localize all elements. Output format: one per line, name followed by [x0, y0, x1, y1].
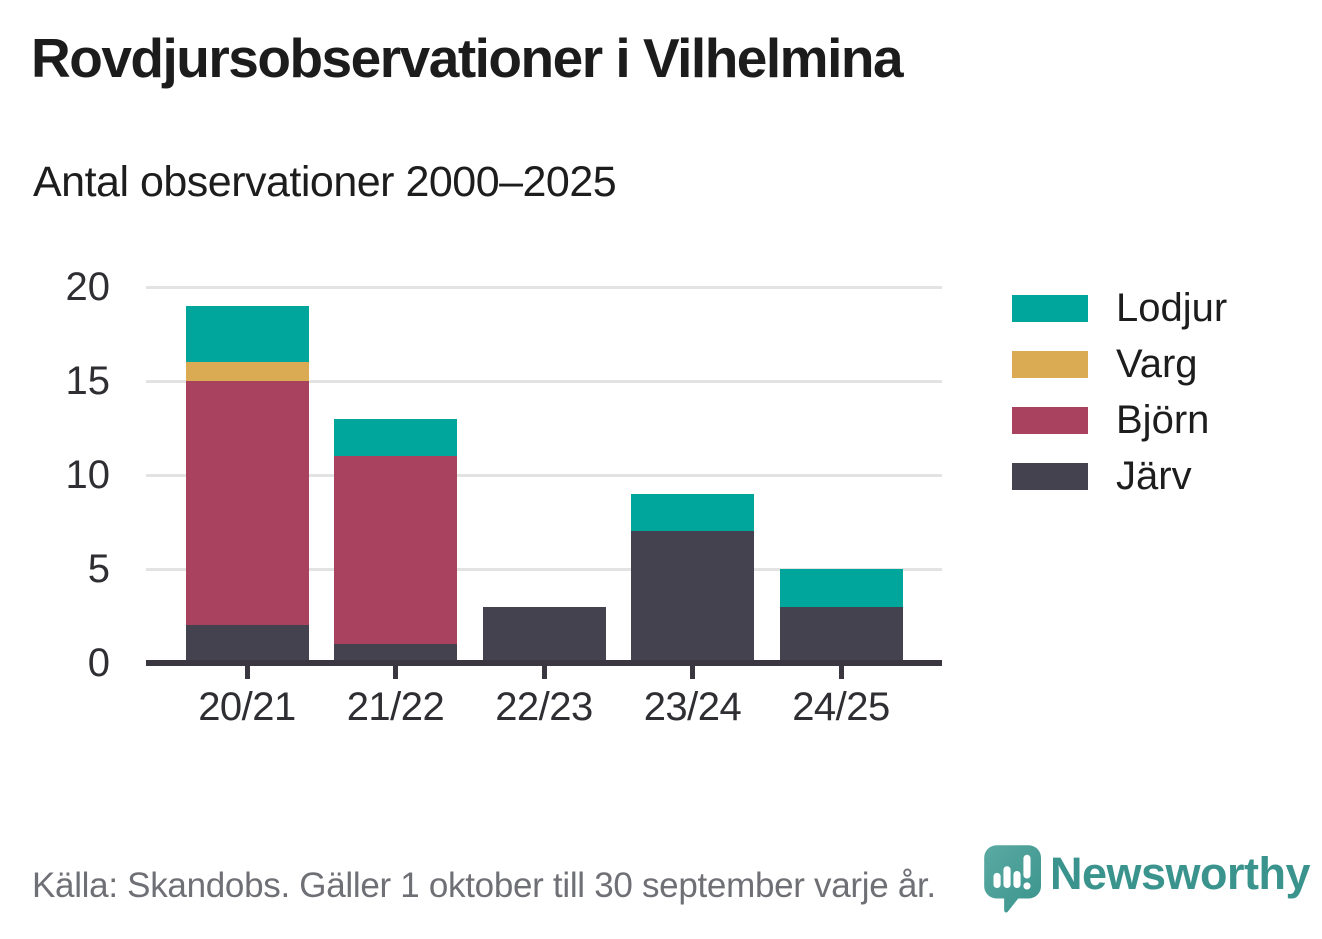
plot-area: 0 5 10 15 20 20/21 21/22 22/23 23/24 24/25: [66, 265, 942, 729]
bar-segment-varg: [185, 362, 309, 381]
chart-subtitle: Antal observationer 2000–2025: [33, 158, 617, 206]
bar-segment-järv: [631, 531, 754, 663]
gridline: [146, 473, 942, 477]
newsworthy-logo-icon: [984, 845, 1041, 913]
x-axis-tick: [393, 666, 398, 679]
legend-swatch: [1012, 295, 1088, 322]
page-title: Rovdjursobservationer i Vilhelmina: [31, 27, 904, 89]
bar-segment-järv: [334, 644, 457, 663]
x-tick-label: 21/22: [346, 685, 445, 729]
x-axis-tick: [541, 666, 547, 679]
source-note: Källa: Skandobs. Gäller 1 oktober till 3…: [32, 866, 936, 905]
y-tick-label: 20: [65, 265, 111, 309]
legend-item-järv: Järv: [1012, 454, 1227, 498]
legend-item-björn: Björn: [1012, 398, 1227, 442]
bar-segment-järv: [185, 625, 309, 663]
x-axis-tick: [690, 666, 695, 679]
gridline: [146, 379, 942, 383]
bar-segment-lodjur: [631, 493, 754, 532]
x-tick-label: 24/25: [792, 685, 890, 729]
gridline: [146, 567, 942, 571]
x-tick-label: 20/21: [198, 685, 296, 729]
newsworthy-wordmark: Newsworthy: [1050, 848, 1311, 899]
legend: Lodjur Varg Björn Järv: [1012, 286, 1227, 498]
bar-segment-järv: [779, 606, 903, 663]
bar-segment-lodjur: [334, 418, 457, 457]
x-tick-label: 22/23: [495, 685, 593, 729]
legend-label: Björn: [1116, 398, 1210, 442]
newsworthy-brand: Newsworthy: [984, 845, 1311, 914]
bar-segment-lodjur: [779, 569, 903, 607]
legend-swatch: [1012, 351, 1088, 378]
legend-item-varg: Varg: [1012, 342, 1227, 386]
x-axis-tick: [244, 666, 250, 679]
legend-label: Varg: [1116, 342, 1198, 386]
bar-segment-lodjur: [185, 305, 309, 363]
legend-swatch: [1012, 407, 1088, 434]
y-tick-label: 15: [65, 359, 111, 403]
bar-segment-järv: [482, 606, 606, 663]
y-tick-label: 10: [65, 453, 111, 497]
bar-segment-björn: [334, 456, 457, 645]
bar-segment-björn: [185, 381, 309, 626]
legend-label: Lodjur: [1116, 286, 1228, 330]
legend-item-lodjur: Lodjur: [1012, 286, 1227, 330]
y-tick-label: 5: [87, 547, 110, 591]
x-axis-tick: [838, 666, 844, 679]
x-axis-line: [146, 660, 942, 666]
legend-swatch: [1012, 463, 1088, 490]
legend-label: Järv: [1116, 454, 1192, 498]
x-tick-label: 23/24: [643, 685, 742, 729]
y-tick-label: 0: [87, 641, 110, 685]
gridline: [146, 285, 942, 289]
